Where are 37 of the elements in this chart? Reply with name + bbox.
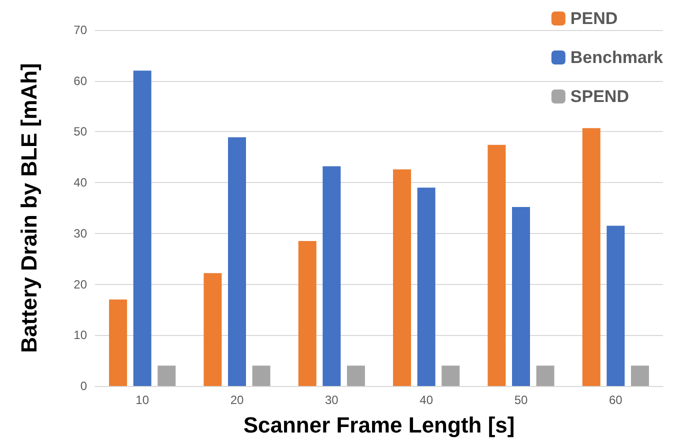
bar bbox=[322, 166, 341, 386]
y-tick-label: 40 bbox=[74, 176, 88, 190]
bar bbox=[393, 169, 412, 386]
bar bbox=[158, 366, 176, 386]
x-tick-label: 60 bbox=[608, 393, 623, 407]
x-tick-label: 20 bbox=[230, 393, 244, 407]
y-tick-label: 60 bbox=[74, 74, 88, 88]
bar bbox=[488, 144, 506, 386]
x-tick-label: 30 bbox=[324, 393, 339, 407]
bar bbox=[204, 273, 222, 386]
y-axis-title: Battery Drain by BLE [mAh] bbox=[16, 63, 42, 353]
y-tick-label: 50 bbox=[74, 124, 88, 139]
bar bbox=[536, 366, 554, 386]
bar bbox=[298, 241, 316, 386]
legend-label: SPEND bbox=[570, 87, 629, 106]
bar bbox=[606, 226, 625, 386]
bar bbox=[442, 366, 460, 386]
y-tick-label: 10 bbox=[74, 328, 88, 342]
bar bbox=[630, 366, 649, 386]
x-tick-label: 50 bbox=[514, 393, 528, 407]
bar bbox=[417, 188, 436, 386]
legend-label: Benchmark bbox=[570, 48, 664, 67]
bar bbox=[228, 137, 246, 386]
legend-label: PEND bbox=[570, 9, 618, 28]
bar bbox=[109, 300, 128, 386]
x-tick-label: 10 bbox=[136, 393, 150, 407]
y-tick-label: 20 bbox=[74, 277, 88, 292]
bar bbox=[512, 206, 530, 386]
bar bbox=[133, 70, 152, 386]
bar bbox=[252, 366, 270, 386]
x-axis-title: Scanner Frame Length [s] bbox=[243, 412, 515, 438]
bar bbox=[346, 366, 365, 386]
y-tick-label: 30 bbox=[74, 226, 88, 240]
x-tick-label: 40 bbox=[420, 393, 434, 407]
y-tick-label: 70 bbox=[74, 23, 88, 37]
bar bbox=[582, 128, 600, 386]
y-tick-label: 0 bbox=[80, 379, 88, 393]
